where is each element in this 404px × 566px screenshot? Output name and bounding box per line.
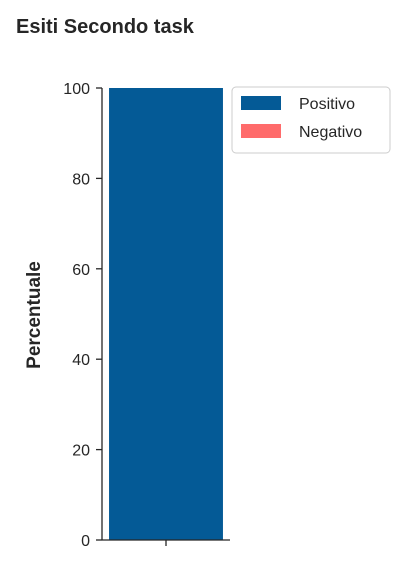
y-axis-ticks: 0 20 40 60 80 100: [63, 81, 102, 550]
legend-label-positivo: Positivo: [299, 96, 355, 113]
y-tick-label: 0: [81, 533, 90, 550]
bar-series: [109, 88, 223, 540]
legend-label-negativo: Negativo: [299, 124, 362, 141]
y-tick-label: 100: [63, 81, 90, 98]
bar-positivo: [109, 88, 223, 540]
legend: Positivo Negativo: [231, 86, 391, 154]
y-tick-label: 20: [72, 443, 90, 460]
chart-title: Esiti Secondo task: [16, 16, 195, 38]
y-tick-label: 60: [72, 262, 90, 279]
y-tick-label: 80: [72, 171, 90, 188]
y-tick-label: 40: [72, 352, 90, 369]
legend-swatch-positivo: [241, 96, 281, 110]
y-axis-label: Percentuale: [24, 261, 45, 369]
legend-swatch-negativo: [241, 124, 281, 138]
